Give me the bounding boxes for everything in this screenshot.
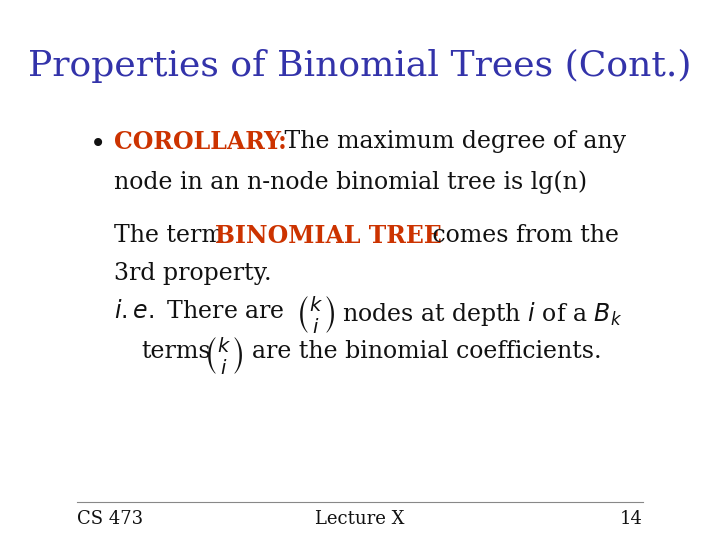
Text: 14: 14 [620, 510, 643, 528]
Text: terms: terms [142, 340, 212, 363]
Text: CS 473: CS 473 [77, 510, 143, 528]
Text: nodes at depth $i$ of a $B_k$: nodes at depth $i$ of a $B_k$ [341, 300, 622, 328]
Text: $\binom{k}{i}$: $\binom{k}{i}$ [203, 335, 244, 376]
Text: node in an n-node binomial tree is lg(n): node in an n-node binomial tree is lg(n) [114, 170, 588, 194]
Text: The term: The term [114, 224, 232, 247]
Text: $\binom{k}{i}$: $\binom{k}{i}$ [295, 294, 336, 336]
Text: 3rd property.: 3rd property. [114, 262, 272, 285]
Text: Lecture X: Lecture X [315, 510, 405, 528]
Text: comes from the: comes from the [425, 224, 618, 247]
Text: are the binomial coefficients.: are the binomial coefficients. [253, 340, 602, 363]
Text: •: • [89, 130, 106, 158]
Text: BINOMIAL TREE: BINOMIAL TREE [215, 224, 442, 248]
Text: The maximum degree of any: The maximum degree of any [277, 130, 626, 153]
Text: Properties of Binomial Trees (Cont.): Properties of Binomial Trees (Cont.) [28, 49, 692, 83]
Text: COROLLARY:: COROLLARY: [114, 130, 287, 153]
Text: $i.e.$ There are: $i.e.$ There are [114, 300, 285, 323]
